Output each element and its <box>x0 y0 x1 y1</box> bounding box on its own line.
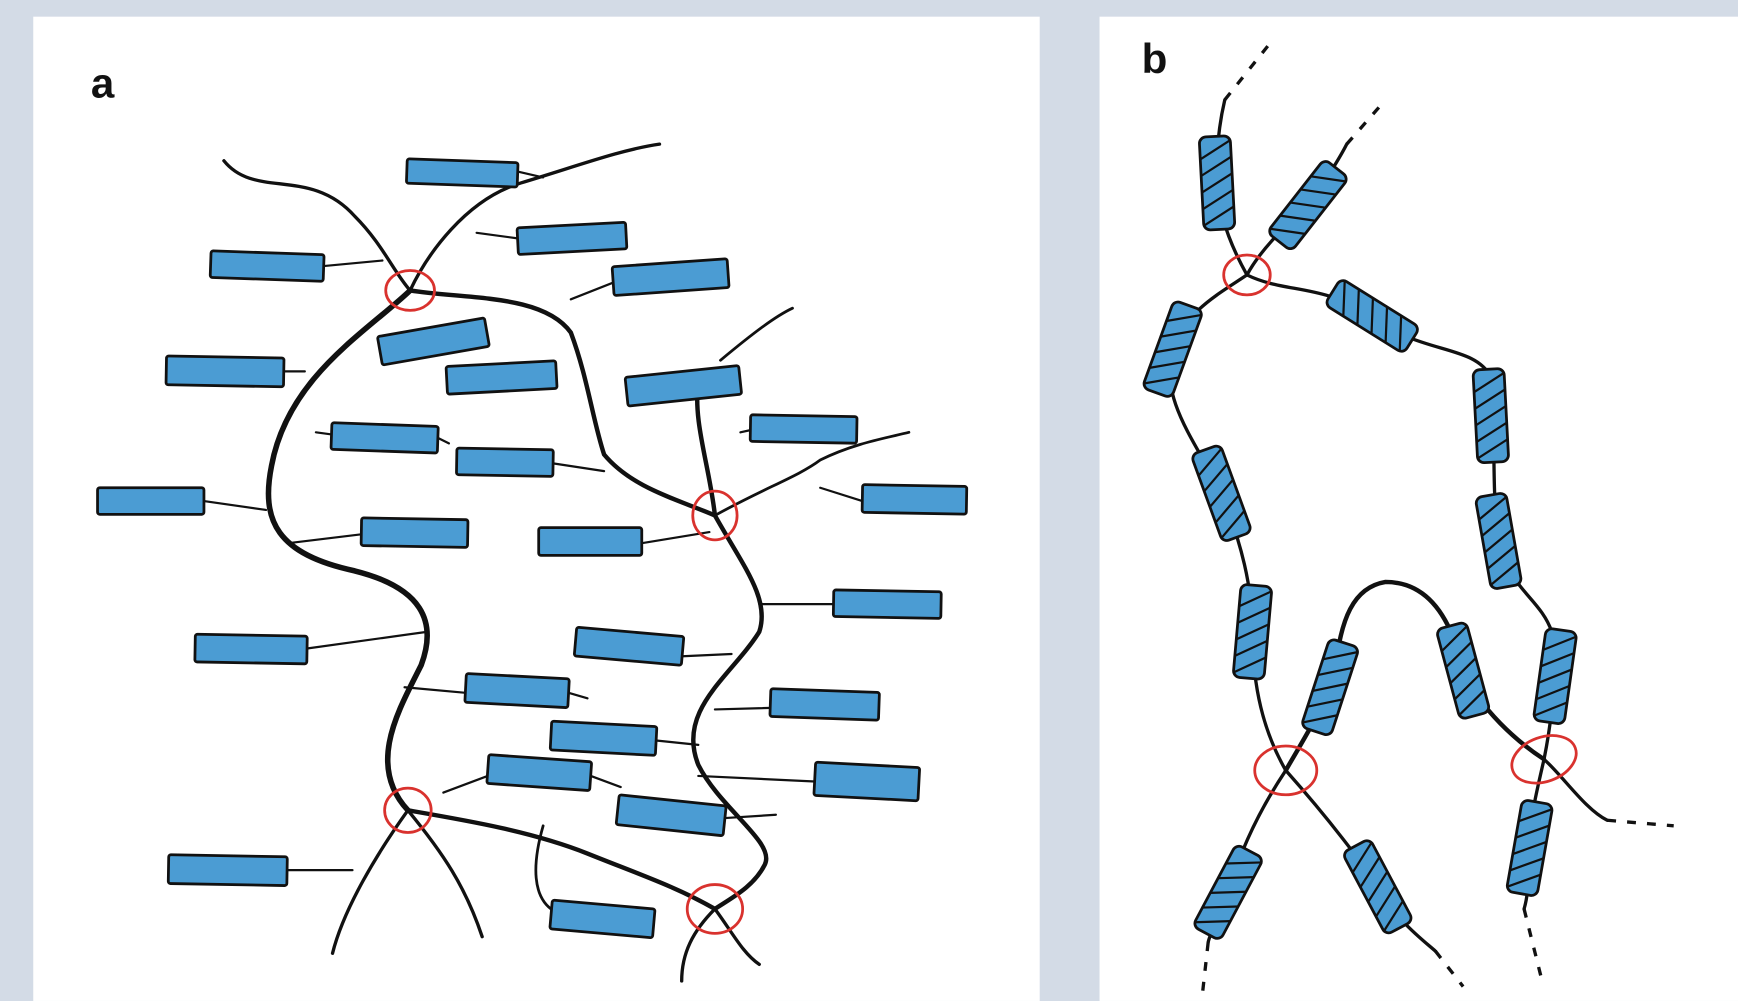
helix <box>487 755 592 791</box>
helix <box>814 762 920 801</box>
panel-b <box>1100 17 1738 1001</box>
helix <box>612 259 729 296</box>
helix <box>862 485 967 515</box>
helix <box>517 222 627 254</box>
helix <box>456 448 553 476</box>
helix <box>98 488 204 515</box>
panel-label: a <box>91 60 115 107</box>
panel-label: b <box>1142 35 1168 82</box>
helix <box>210 251 324 282</box>
helix <box>446 361 557 394</box>
hatched-helix <box>1473 368 1509 463</box>
helix <box>406 159 518 187</box>
helix <box>833 590 941 618</box>
helix <box>166 356 284 387</box>
helix <box>550 721 657 755</box>
helix <box>465 674 569 708</box>
hatched-helix <box>1199 136 1235 231</box>
page: {"panels": [{"label": "a"}, {"label": "b… <box>0 0 1738 1001</box>
helix <box>770 689 880 720</box>
helix <box>168 855 287 886</box>
helix <box>361 518 468 548</box>
helix <box>750 415 857 443</box>
helix <box>331 423 438 453</box>
helix <box>539 528 642 556</box>
figure: a b <box>0 0 1738 1001</box>
hatched-helix <box>1233 584 1272 679</box>
helix <box>195 634 307 664</box>
